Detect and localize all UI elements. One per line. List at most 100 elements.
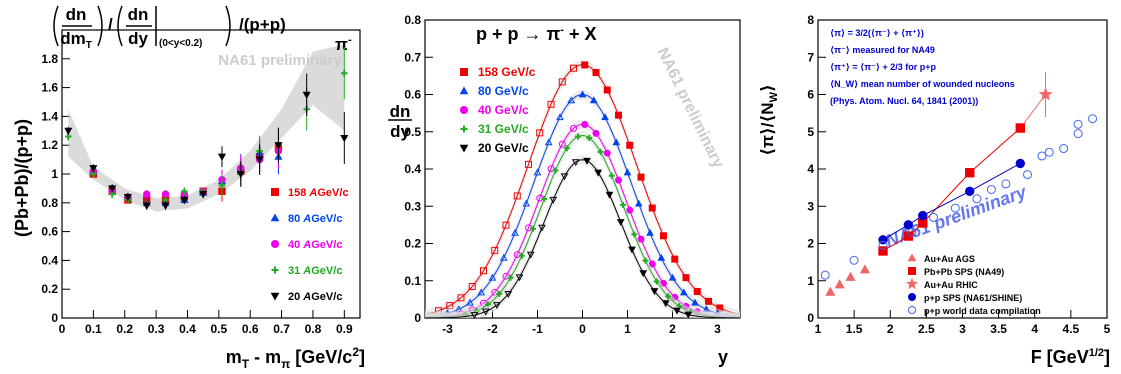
middle-point (693, 288, 701, 296)
middle-point (684, 311, 693, 319)
right-legend-label: Pb+Pb SPS (NA49) (924, 267, 1004, 277)
middle-point (513, 192, 521, 200)
right-y-tick-label: 7 (807, 50, 814, 64)
middle-y-tick-label: 0.1 (404, 274, 421, 288)
middle-legend-label: 31 GeV/c (478, 122, 529, 136)
middle-point (571, 159, 580, 167)
left-legend-label: 40 AGeV/c (288, 239, 342, 251)
middle-point (526, 251, 535, 259)
middle-point (671, 255, 679, 263)
left-particle-label: π- (335, 34, 352, 54)
middle-point (626, 206, 634, 214)
left-watermark: NA61 preliminary (218, 52, 342, 69)
middle-point (612, 138, 621, 146)
right-note: ⟨π⟩ = 3/2(⟨π⁻⟩ + ⟨π⁺⟩) (830, 28, 924, 38)
middle-point (470, 312, 479, 320)
middle-point (530, 225, 536, 232)
left-point (123, 193, 132, 202)
svg-text:dy: dy (390, 122, 410, 141)
middle-point (616, 219, 625, 227)
left-point (64, 127, 73, 136)
middle-x-tick-label: 1 (624, 322, 631, 336)
middle-point (488, 273, 497, 281)
right-note: ⟨π⁺⟩ = ⟨π⁻⟩ + 2/3 for p+p (830, 62, 937, 72)
middle-point (592, 68, 600, 76)
right-point (907, 227, 917, 237)
right-x-tick-label: 3 (959, 322, 966, 336)
middle-point (589, 96, 598, 104)
right-point (859, 264, 871, 274)
middle-point (581, 121, 589, 129)
middle-point (578, 90, 587, 98)
left-point (181, 188, 188, 195)
middle-point (522, 199, 531, 207)
middle-point (657, 253, 666, 261)
right-point (1023, 170, 1033, 180)
middle-x-tick-label: -3 (442, 322, 453, 336)
middle-point (631, 231, 638, 238)
middle-point (605, 191, 614, 199)
middle-point (541, 195, 548, 202)
middle-point (457, 294, 465, 302)
left-legend-label: 158 AGeV/c (288, 187, 349, 199)
right-note: ⟨N_W⟩ mean number of wounded nucleons (830, 79, 1015, 89)
right-point (1073, 129, 1083, 139)
middle-point (608, 172, 615, 179)
right-point (1037, 151, 1047, 161)
right-legend-marker (908, 306, 916, 314)
right-point (965, 186, 975, 197)
left-point (340, 134, 349, 143)
right-legend-marker (905, 277, 919, 290)
right-point (1015, 123, 1025, 133)
right-point (849, 255, 859, 265)
left-x-axis-label: mT - mπ [GeV/c2] (226, 345, 365, 371)
left-point (274, 142, 283, 150)
middle-band (425, 155, 740, 318)
left-y-tick-label: 1.4 (41, 109, 58, 123)
middle-point (691, 298, 699, 306)
middle-y-tick-label: 0.3 (404, 199, 421, 213)
right-point (972, 194, 982, 204)
middle-point (586, 134, 593, 141)
right-legend-marker (907, 253, 917, 262)
middle-point (538, 224, 546, 232)
left-legend-marker (270, 213, 280, 222)
right-x-tick-label: 4.5 (1063, 322, 1080, 336)
left-legend-unit: GeV/c (311, 213, 342, 225)
left-legend-prefix: A (302, 265, 311, 277)
right-x-tick-label: 4 (1031, 322, 1038, 336)
right-point (918, 210, 928, 221)
middle-point (637, 173, 645, 181)
left-panel: (Pb+Pb)/(p+p) mT - mπ [GeV/c2] dn dmT / … (12, 5, 365, 371)
left-point (341, 70, 348, 77)
left-point (255, 156, 264, 164)
middle-point (583, 157, 591, 165)
left-x-tick-label: 0.2 (116, 322, 133, 336)
left-y-tick-label: 0 (51, 311, 58, 325)
middle-x-tick-label: -1 (532, 322, 543, 336)
right-x-tick-label: 1.5 (846, 322, 863, 336)
middle-x-tick-label: 3 (714, 322, 721, 336)
middle-point (491, 246, 499, 254)
middle-y-tick-label: 0.4 (404, 162, 421, 176)
left-legend-marker (270, 292, 280, 301)
right-point (834, 279, 845, 289)
right-legend-label: p+p world data compilation (924, 306, 1041, 316)
middle-point (668, 273, 677, 281)
right-point (929, 212, 939, 222)
middle-point (567, 96, 576, 104)
right-y-tick-label: 5 (807, 125, 814, 139)
left-x-tick-label: 0 (59, 322, 66, 336)
middle-x-axis-label: y (718, 347, 728, 367)
middle-point (594, 169, 603, 177)
middle-point (603, 149, 611, 157)
left-point (142, 202, 151, 210)
middle-point (597, 148, 604, 155)
left-legend-energy: 40 (288, 239, 303, 251)
svg-text:dn: dn (66, 5, 87, 24)
middle-point (570, 64, 577, 72)
middle-legend-marker (460, 125, 468, 133)
right-y-tick-label: 2 (807, 237, 814, 251)
right-y-axis-label: ⟨π⟩/⟨NW⟩ (758, 84, 780, 156)
